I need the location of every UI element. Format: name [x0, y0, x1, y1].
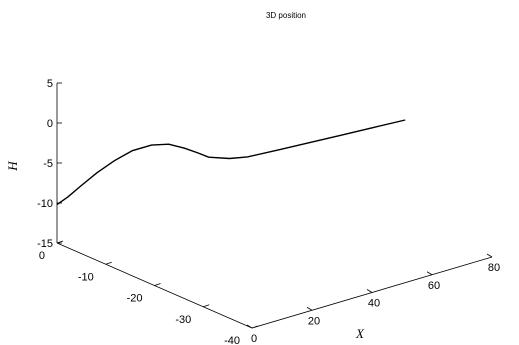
z-tick-label: -10 — [37, 198, 53, 210]
y-tick-label: -10 — [78, 271, 94, 283]
x-tick-mark — [246, 324, 253, 329]
z-tick-label: 0 — [47, 118, 53, 130]
x-tick-mark — [426, 271, 433, 276]
x-tick-mark — [306, 306, 313, 311]
series-line-0 — [56, 119, 406, 206]
series-group — [56, 119, 406, 206]
x-tick-label: 0 — [251, 333, 257, 345]
x-tick-label: 40 — [368, 298, 380, 310]
y-tick-mark — [154, 283, 161, 286]
y-tick-mark — [56, 240, 64, 244]
y-tick-label: -20 — [127, 293, 143, 305]
z-tick-label: -15 — [37, 238, 53, 250]
y-tick-label: -30 — [175, 314, 191, 326]
y-tick-mark — [251, 325, 259, 329]
chart-title: 3D position — [266, 11, 306, 20]
y-tick-label: -40 — [224, 335, 240, 345]
x-tick-mark — [366, 289, 373, 293]
x-tick-mark — [486, 253, 493, 258]
z-tick-label: 5 — [47, 78, 53, 90]
y-tick-mark — [203, 304, 210, 308]
x-axis-label: X — [355, 326, 365, 341]
x-tick-label: 20 — [308, 315, 320, 327]
x-tick-label: 60 — [428, 280, 440, 292]
x-tick-label: 80 — [488, 262, 500, 274]
y-tick-mark — [105, 261, 112, 265]
z-axis-label: H — [5, 161, 20, 172]
z-tick-label: -5 — [43, 158, 53, 170]
y-tick-label: 0 — [39, 250, 45, 262]
